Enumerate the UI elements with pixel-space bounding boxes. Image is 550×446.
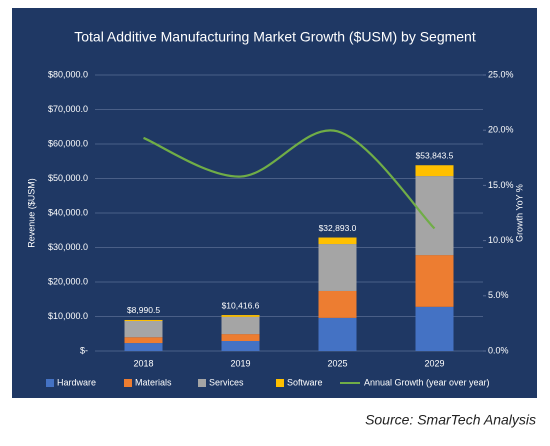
bar-segment xyxy=(221,340,260,351)
legend-label: Annual Growth (year over year) xyxy=(364,377,490,387)
bar-segment xyxy=(415,255,454,307)
bar-segment xyxy=(221,334,260,341)
bar-segment xyxy=(124,343,163,351)
y-tick-label: $20,000.0 xyxy=(48,276,88,286)
x-tick-label: 2018 xyxy=(133,358,153,368)
bar-segment xyxy=(124,319,163,321)
total-label: $8,990.5 xyxy=(127,305,160,315)
source-note: Source: SmarTech Analysis xyxy=(365,412,536,428)
bar-segment xyxy=(124,337,163,344)
y-axis-title: Revenue ($USM) xyxy=(26,178,36,248)
y-tick-label: $70,000.0 xyxy=(48,104,88,114)
bar-segment xyxy=(124,320,163,338)
y2-tick-label: 0.0% xyxy=(488,345,509,355)
legend-label: Materials xyxy=(135,377,172,387)
x-tick-label: 2019 xyxy=(230,358,250,368)
y2-tick-label: 15.0% xyxy=(488,180,514,190)
y-tick-label: $60,000.0 xyxy=(48,138,88,148)
y2-axis-title: Growth YoY % xyxy=(514,184,524,242)
bar-segment xyxy=(221,316,260,335)
chart-background xyxy=(12,8,537,398)
growth-line xyxy=(143,129,436,230)
bar-segment xyxy=(318,290,357,318)
y-tick-label: $30,000.0 xyxy=(48,242,88,252)
y2-tick-label: 10.0% xyxy=(488,235,514,245)
y-tick-label: $- xyxy=(80,345,88,355)
legend-swatch xyxy=(276,379,284,387)
bar-segment xyxy=(415,176,454,256)
y-tick-label: $50,000.0 xyxy=(48,173,88,183)
total-label: $32,893.0 xyxy=(319,223,357,233)
legend-label: Hardware xyxy=(57,377,96,387)
legend-swatch xyxy=(124,379,132,387)
bar-segment xyxy=(221,315,260,317)
y2-tick-label: 20.0% xyxy=(488,125,514,135)
bar-segment xyxy=(318,244,357,291)
y2-tick-label: 25.0% xyxy=(488,69,514,79)
legend-swatch xyxy=(198,379,206,387)
bar-segment xyxy=(415,165,454,177)
y-tick-label: $40,000.0 xyxy=(48,207,88,217)
legend-label: Services xyxy=(209,377,244,387)
y2-tick-label: 5.0% xyxy=(488,290,509,300)
y-tick-label: $10,000.0 xyxy=(48,311,88,321)
legend-label: Software xyxy=(287,377,323,387)
legend-swatch xyxy=(46,379,54,387)
bar-segment xyxy=(318,317,357,351)
x-tick-label: 2025 xyxy=(327,358,347,368)
x-tick-label: 2029 xyxy=(424,358,444,368)
y-tick-label: $80,000.0 xyxy=(48,69,88,79)
total-label: $10,416.6 xyxy=(222,300,260,310)
bar-segment xyxy=(318,237,357,245)
total-label: $53,843.5 xyxy=(416,150,454,160)
bar-segment xyxy=(415,306,454,351)
chart-title: Total Additive Manufacturing Market Grow… xyxy=(74,29,476,45)
